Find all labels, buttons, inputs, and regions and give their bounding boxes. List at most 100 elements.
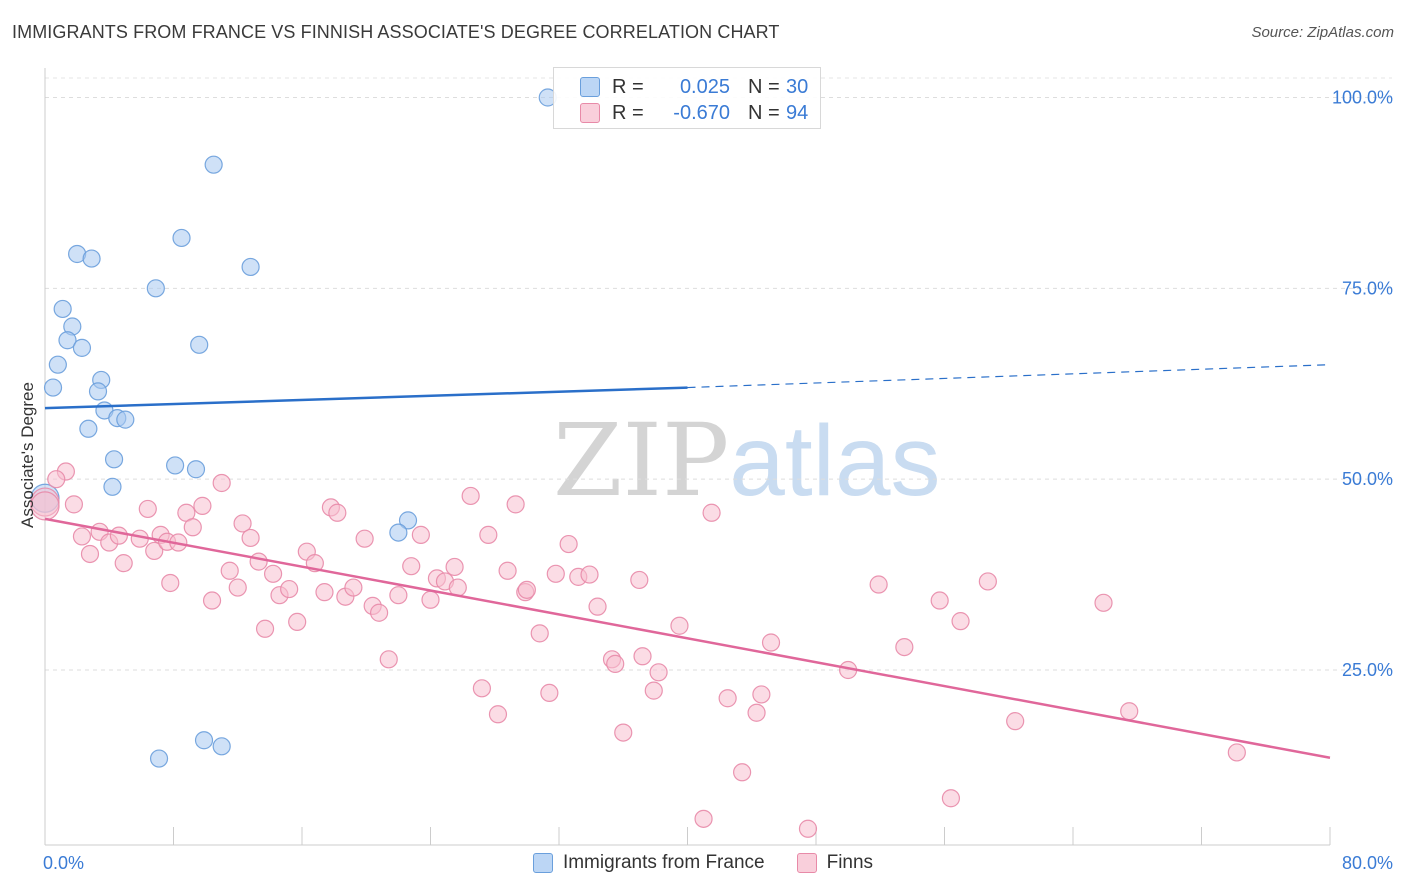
finns-point-31 [288, 612, 307, 632]
france-r-value: 0.025 [679, 75, 730, 98]
finns-point-83 [895, 637, 914, 657]
finns-point-63 [580, 565, 599, 584]
finns-point-60 [546, 564, 565, 583]
finns-point-22 [220, 561, 239, 580]
finns-point-59 [540, 683, 559, 703]
y-axis-label: Associate's Degree [18, 382, 37, 528]
france-point-4 [82, 249, 101, 268]
finns-point-88 [1006, 712, 1025, 731]
finns-point-36 [328, 503, 347, 522]
finns-point-20 [202, 591, 222, 610]
finns-point-87 [978, 572, 997, 591]
finns-point-80 [798, 819, 818, 838]
france-point-18 [116, 410, 135, 429]
france-point-14 [43, 378, 63, 397]
france-trend-line [44, 386, 688, 410]
finns-point-75 [718, 689, 737, 708]
france-point-1 [204, 155, 223, 174]
finns-point-39 [355, 529, 374, 548]
finns-point-56 [506, 495, 525, 514]
finns-point-71 [649, 663, 668, 682]
stats-row-france: R = 0.025 N = 30 [580, 74, 808, 100]
finns-point-58 [530, 624, 549, 643]
finns-n-value: 94 [786, 101, 809, 124]
finns-point-46 [421, 590, 440, 609]
finns-point-3 [64, 495, 84, 514]
finns-point-4 [72, 527, 92, 546]
finns-point-44 [402, 557, 421, 576]
finns-point-21 [212, 473, 231, 493]
finns-r-value: -0.670 [673, 101, 730, 124]
finns-point-41 [370, 603, 389, 622]
finns-point-67 [614, 723, 633, 742]
finns-point-55 [498, 561, 517, 580]
finns-n-label: N = [748, 101, 780, 124]
finns-point-18 [183, 518, 202, 537]
finns-point-86 [951, 612, 970, 631]
finns-point-85 [941, 789, 961, 808]
finns-point-90 [1120, 702, 1139, 721]
stats-row-finns: R = -0.670 N = 94 [580, 100, 808, 126]
y-tick-label-0: 25.0% [1342, 660, 1393, 680]
finns-point-38 [344, 578, 363, 597]
finns-point-15 [161, 573, 180, 593]
legend-item-france[interactable]: Immigrants from France [532, 852, 765, 874]
stats-legend: R = 0.025 N = 30 R = -0.670 N = 94 [553, 67, 821, 129]
finns-point-69 [633, 647, 652, 666]
france-n-label: N = [748, 75, 780, 98]
y-tick-label-3: 100.0% [1332, 88, 1393, 108]
france-point-6 [146, 279, 165, 298]
finns-point-12 [145, 541, 164, 561]
france-point-25 [389, 523, 408, 542]
france-point-7 [53, 299, 72, 319]
finns-point-45 [411, 525, 430, 544]
finns-point-24 [233, 514, 252, 533]
finns-point-2 [47, 470, 66, 489]
france-point-20 [104, 450, 124, 469]
finns-point-11 [138, 499, 157, 519]
france-point-15 [88, 382, 108, 401]
finns-point-84 [930, 591, 949, 610]
france-point-27 [149, 749, 169, 768]
finns-point-78 [752, 685, 771, 704]
france-point-12 [48, 355, 67, 374]
france-point-29 [212, 737, 231, 756]
france-point-22 [186, 460, 206, 479]
legend-item-finns[interactable]: Finns [796, 852, 874, 874]
finns-point-73 [694, 809, 713, 828]
finns-point-49 [445, 557, 464, 577]
france-swatch [580, 77, 600, 97]
france-r-label: R = [612, 75, 644, 98]
france-point-28 [194, 731, 214, 750]
finns-point-74 [702, 503, 721, 522]
finns-point-61 [559, 534, 578, 554]
finns-swatch [580, 103, 600, 123]
bottom-legend: Immigrants from France Finns [0, 852, 1406, 874]
france-point-21 [166, 456, 185, 475]
legend-france-label: Immigrants from France [562, 852, 765, 873]
legend-finns-label: Finns [826, 852, 874, 873]
x-tick-label-1: 80.0% [1342, 853, 1393, 873]
finns-trend-line [44, 517, 1331, 760]
finns-point-66 [606, 654, 625, 673]
finns-point-91 [1227, 743, 1246, 762]
finns-point-54 [488, 705, 508, 724]
finns-point-30 [280, 579, 299, 599]
france-trend-line-dashed [687, 364, 1331, 389]
finns-point-25 [241, 528, 260, 548]
watermark-zip: ZIP [553, 402, 730, 519]
y-tick-label-2: 75.0% [1342, 278, 1393, 298]
legend-finns-swatch [796, 853, 817, 873]
finns-r-label: R = [612, 101, 644, 124]
legend-france-swatch [532, 853, 553, 873]
finns-point-27 [255, 619, 275, 638]
france-point-11 [190, 335, 209, 354]
finns-point-43 [389, 586, 408, 605]
france-point-2 [172, 228, 191, 248]
finns-point-5 [80, 544, 100, 564]
y-tick-label-1: 50.0% [1342, 469, 1393, 489]
finns-point-42 [379, 650, 398, 669]
finns-point-89 [1094, 593, 1113, 612]
finns-point-19 [193, 496, 212, 515]
